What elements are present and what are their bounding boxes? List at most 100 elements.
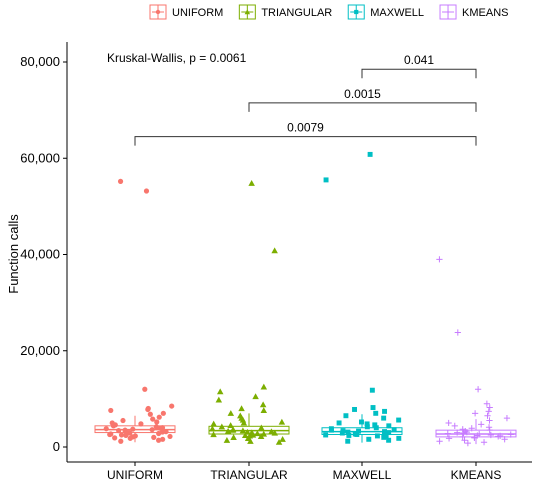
data-point [323, 177, 329, 183]
data-point [138, 421, 144, 427]
data-point [396, 435, 402, 441]
data-point [260, 407, 268, 414]
data-point [149, 427, 155, 433]
data-point [210, 431, 217, 438]
data-point [103, 426, 109, 432]
data-point [373, 410, 379, 416]
data-point [445, 419, 452, 427]
data-point [381, 434, 387, 440]
data-point [230, 434, 237, 440]
legend-marker [354, 9, 359, 15]
data-point [364, 424, 370, 430]
data-point [145, 406, 151, 413]
data-point [336, 420, 342, 426]
y-tick-label: 60,000 [20, 150, 60, 165]
data-point [486, 417, 493, 424]
data-point [345, 438, 351, 444]
point-layer [103, 151, 514, 447]
data-point [370, 405, 376, 411]
data-point [382, 431, 388, 436]
bracket-line [361, 68, 477, 79]
data-point [227, 410, 235, 416]
points-triangular [209, 180, 286, 445]
data-point [216, 388, 224, 395]
data-point [391, 427, 397, 433]
data-point [112, 435, 118, 441]
data-point [486, 427, 493, 434]
data-point [156, 430, 162, 437]
data-point [464, 440, 471, 447]
legend-label: TRIANGULAR [261, 7, 332, 19]
axes: 0 20,000 40,000 60,000 80,000 UNIFORM TRIANGUL… [20, 42, 532, 482]
legend-item-triangular: TRIANGULAR [238, 4, 332, 20]
data-point [247, 437, 254, 444]
data-point [241, 432, 249, 439]
data-point [218, 423, 226, 430]
data-point [507, 431, 514, 438]
data-point [260, 383, 268, 390]
data-point [386, 423, 392, 429]
data-point [120, 417, 126, 424]
data-point [436, 256, 443, 263]
data-point [454, 329, 461, 336]
data-point [345, 429, 351, 435]
data-point [461, 437, 468, 444]
data-point [343, 413, 349, 419]
data-point [454, 429, 461, 436]
legend: UNIFORM TRIANGULAR MAXWELL KMEANS [149, 4, 509, 20]
data-point [485, 424, 493, 431]
bracket-line [134, 136, 477, 146]
x-tick-label: MAXWELL [333, 468, 392, 482]
data-point [485, 408, 492, 415]
data-point [354, 432, 360, 437]
data-point [258, 424, 265, 431]
data-point [143, 188, 150, 194]
data-point [215, 396, 223, 403]
data-point [123, 432, 129, 439]
data-point [271, 429, 279, 436]
data-point [116, 428, 122, 434]
data-point [468, 425, 475, 432]
data-point [367, 151, 373, 157]
data-point [127, 435, 133, 441]
x-tick-label: TRIANGULAR [210, 468, 288, 482]
data-point [323, 432, 329, 438]
data-point [484, 412, 491, 419]
data-point [369, 387, 375, 393]
data-point [374, 433, 380, 439]
legend-label: UNIFORM [172, 7, 223, 19]
data-point [486, 404, 493, 411]
data-point [373, 425, 379, 431]
comparison-bracket: 0.0079 [134, 121, 477, 146]
legend-label: KMEANS [462, 7, 508, 19]
data-point [346, 432, 352, 438]
data-point [224, 427, 232, 434]
data-point [210, 420, 217, 427]
data-point [227, 422, 234, 428]
data-point [223, 437, 231, 443]
data-point [471, 434, 478, 441]
data-point [275, 438, 283, 445]
data-point [160, 410, 166, 416]
data-point [444, 430, 451, 437]
y-axis-title: Function calls [6, 214, 21, 294]
data-point [278, 418, 286, 425]
y-tick-label: 80,000 [20, 54, 60, 69]
data-point [381, 415, 387, 421]
legend-label: MAXWELL [370, 7, 424, 19]
data-point [366, 436, 372, 442]
data-point [157, 425, 164, 431]
points-maxwell [323, 151, 402, 444]
data-point [436, 438, 443, 445]
data-point [130, 426, 136, 432]
y-tick-label: 40,000 [20, 247, 60, 262]
x-tick-label: KMEANS [451, 468, 502, 482]
data-point [156, 414, 162, 420]
data-point [239, 427, 247, 434]
data-point [153, 424, 159, 430]
data-point [386, 437, 392, 443]
data-point [463, 428, 470, 436]
comparison-brackets: 0.041 0.0015 0.0079 [134, 53, 477, 146]
data-point [147, 411, 153, 417]
legend-marker [445, 9, 451, 15]
